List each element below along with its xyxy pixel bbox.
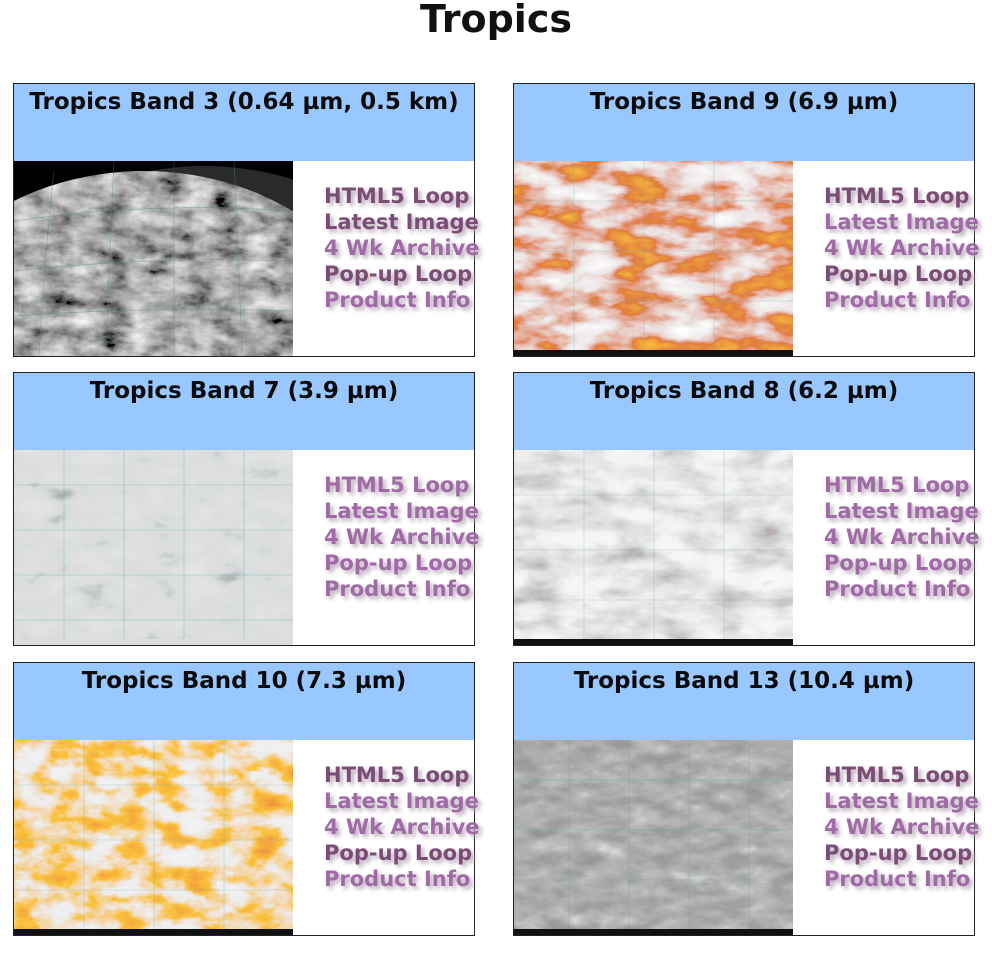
panel-body: HTML5 Loop Latest Image 4 Wk Archive Pop… [14, 740, 480, 935]
product-info-link[interactable]: Product Info [824, 867, 971, 891]
archive-link[interactable]: 4 Wk Archive [324, 525, 480, 549]
popup-loop-link[interactable]: Pop-up Loop [324, 551, 473, 575]
archive-link[interactable]: 4 Wk Archive [824, 525, 980, 549]
archive-link[interactable]: 4 Wk Archive [824, 815, 980, 839]
panel-title: Tropics Band 9 (6.9 µm) [514, 84, 974, 161]
latest-image-link[interactable]: Latest Image [824, 789, 979, 813]
satellite-thumbnail[interactable] [14, 161, 293, 356]
archive-link[interactable]: 4 Wk Archive [324, 236, 480, 260]
panel-body: HTML5 Loop Latest Image 4 Wk Archive Pop… [514, 740, 980, 935]
panel-body: HTML5 Loop Latest Image 4 Wk Archive Pop… [14, 161, 480, 356]
panel-title: Tropics Band 8 (6.2 µm) [514, 373, 974, 450]
popup-loop-link[interactable]: Pop-up Loop [324, 262, 473, 286]
product-links: HTML5 Loop Latest Image 4 Wk Archive Pop… [824, 762, 980, 892]
page-title: Tropics [420, 0, 572, 41]
html5-loop-link[interactable]: HTML5 Loop [324, 184, 470, 208]
html5-loop-link[interactable]: HTML5 Loop [324, 763, 470, 787]
product-panel-band-13: Tropics Band 13 (10.4 µm) [513, 662, 980, 936]
satellite-thumbnail[interactable] [14, 740, 293, 935]
product-info-link[interactable]: Product Info [324, 867, 471, 891]
popup-loop-link[interactable]: Pop-up Loop [824, 262, 973, 286]
panel-title: Tropics Band 7 (3.9 µm) [14, 373, 474, 450]
latest-image-link[interactable]: Latest Image [324, 210, 479, 234]
html5-loop-link[interactable]: HTML5 Loop [824, 184, 970, 208]
product-links: HTML5 Loop Latest Image 4 Wk Archive Pop… [324, 762, 480, 892]
product-links: HTML5 Loop Latest Image 4 Wk Archive Pop… [324, 472, 480, 602]
panel-title: Tropics Band 13 (10.4 µm) [514, 663, 974, 740]
satellite-thumbnail[interactable] [514, 450, 793, 645]
product-links: HTML5 Loop Latest Image 4 Wk Archive Pop… [824, 183, 980, 313]
panel-body: HTML5 Loop Latest Image 4 Wk Archive Pop… [514, 450, 980, 645]
panel-body: HTML5 Loop Latest Image 4 Wk Archive Pop… [514, 161, 980, 356]
product-panel-band-8: Tropics Band 8 (6.2 µm) [513, 372, 980, 646]
panel-body: HTML5 Loop Latest Image 4 Wk Archive Pop… [14, 450, 480, 645]
archive-link[interactable]: 4 Wk Archive [324, 815, 480, 839]
product-panel-band-9: Tropics Band 9 (6.9 µm) [513, 83, 980, 357]
product-info-link[interactable]: Product Info [324, 577, 471, 601]
popup-loop-link[interactable]: Pop-up Loop [824, 551, 973, 575]
product-links: HTML5 Loop Latest Image 4 Wk Archive Pop… [824, 472, 980, 602]
latest-image-link[interactable]: Latest Image [824, 499, 979, 523]
html5-loop-link[interactable]: HTML5 Loop [824, 473, 970, 497]
satellite-thumbnail[interactable] [514, 740, 793, 935]
popup-loop-link[interactable]: Pop-up Loop [824, 841, 973, 865]
product-info-link[interactable]: Product Info [824, 288, 971, 312]
latest-image-link[interactable]: Latest Image [324, 499, 479, 523]
panel-title: Tropics Band 10 (7.3 µm) [14, 663, 474, 740]
product-panel-band-7: Tropics Band 7 (3.9 µm) [13, 372, 480, 646]
html5-loop-link[interactable]: HTML5 Loop [324, 473, 470, 497]
html5-loop-link[interactable]: HTML5 Loop [824, 763, 970, 787]
popup-loop-link[interactable]: Pop-up Loop [324, 841, 473, 865]
product-links: HTML5 Loop Latest Image 4 Wk Archive Pop… [324, 183, 480, 313]
latest-image-link[interactable]: Latest Image [324, 789, 479, 813]
product-info-link[interactable]: Product Info [324, 288, 471, 312]
archive-link[interactable]: 4 Wk Archive [824, 236, 980, 260]
satellite-thumbnail[interactable] [514, 161, 793, 356]
product-panel-band-10: Tropics Band 10 (7.3 µm) [13, 662, 480, 936]
latest-image-link[interactable]: Latest Image [824, 210, 979, 234]
product-info-link[interactable]: Product Info [824, 577, 971, 601]
panel-title: Tropics Band 3 (0.64 µm, 0.5 km) [14, 84, 474, 161]
product-panel-band-3: Tropics Band 3 (0.64 µm, 0.5 km) [13, 83, 480, 357]
satellite-thumbnail[interactable] [14, 450, 293, 645]
